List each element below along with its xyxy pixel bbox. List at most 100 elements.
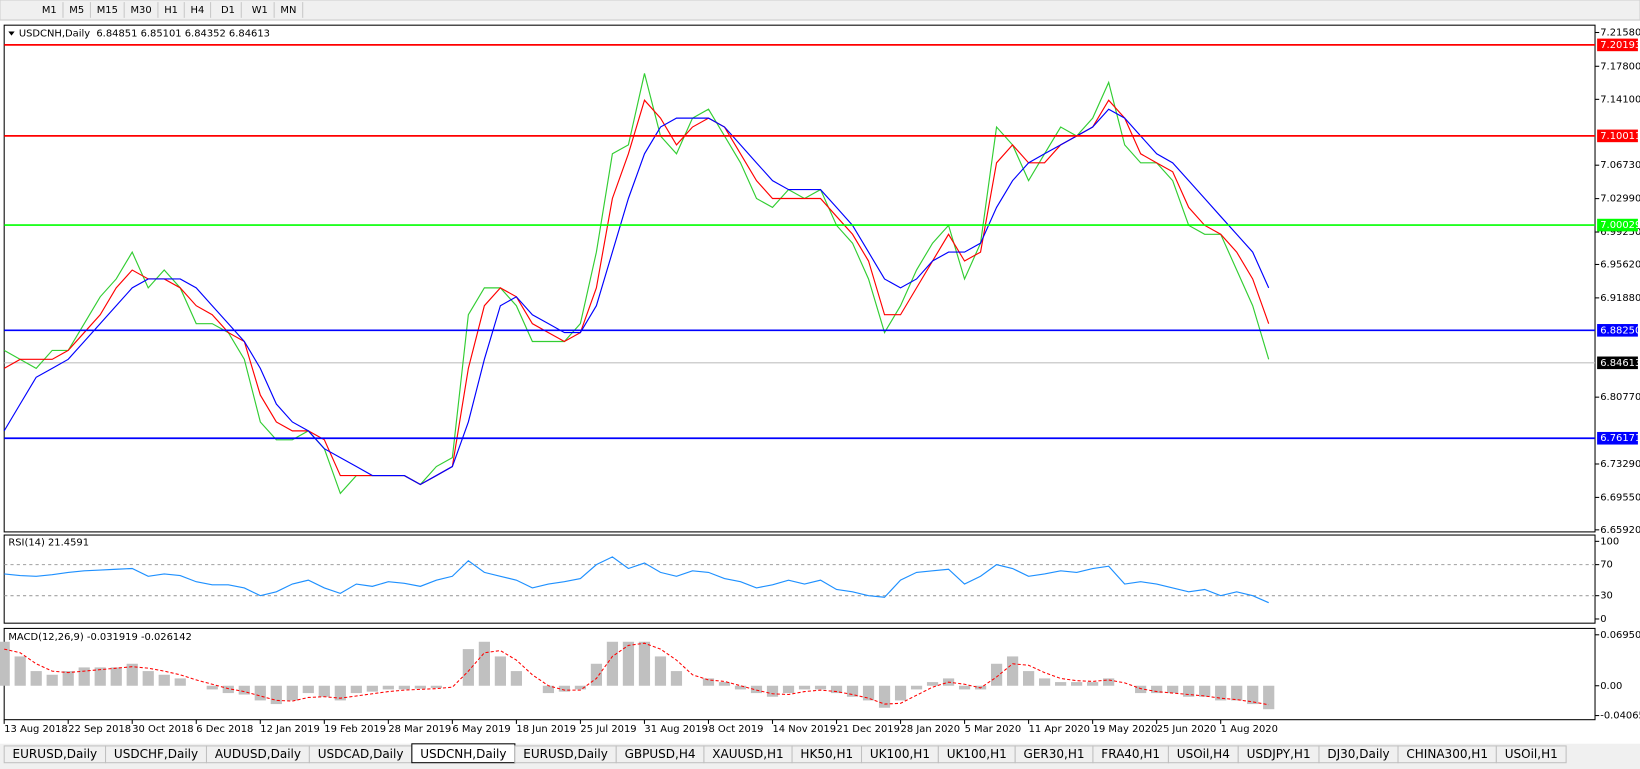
chart-tab[interactable]: DJ30,Daily bbox=[1318, 745, 1399, 764]
level-label-box bbox=[1597, 218, 1638, 232]
histogram-bar bbox=[1006, 656, 1019, 686]
tab-label[interactable]: AUDUSD,Daily bbox=[215, 747, 301, 761]
tab-label[interactable]: UK100,H1 bbox=[870, 747, 930, 761]
chart-tab[interactable]: USDCAD,Daily bbox=[308, 745, 413, 764]
x-tick-label: 19 May 2020 bbox=[1093, 724, 1158, 735]
chart-tab[interactable]: XAUUSD,H1 bbox=[703, 745, 793, 764]
chart-tab[interactable]: UK100,H1 bbox=[860, 745, 939, 764]
histogram-bar bbox=[430, 685, 442, 688]
timeframe-button[interactable]: H4 bbox=[191, 2, 212, 18]
level-label-box bbox=[1597, 129, 1638, 143]
chart-tab[interactable]: AUDUSD,Daily bbox=[205, 745, 310, 764]
histogram-bar bbox=[398, 685, 410, 690]
histogram-bar bbox=[0, 641, 10, 686]
chart-tab[interactable]: UK100,H1 bbox=[937, 745, 1016, 764]
histogram-bar bbox=[1087, 682, 1099, 686]
chart-tab[interactable]: USDCHF,Daily bbox=[105, 745, 208, 764]
ohlc-value: 6.84613 bbox=[229, 29, 270, 40]
timeframe-label[interactable]: H1 bbox=[164, 5, 178, 16]
tab-label[interactable]: GBPUSD,H4 bbox=[625, 747, 696, 761]
timeframe-label[interactable]: MN bbox=[280, 5, 296, 16]
histogram-bar bbox=[910, 685, 923, 690]
ohlc-value: 6.85101 bbox=[141, 29, 182, 40]
histogram-bar bbox=[558, 685, 571, 692]
timeframe-button[interactable]: H1 bbox=[164, 2, 185, 18]
chart-tab[interactable]: FRA40,H1 bbox=[1092, 745, 1169, 764]
macd-header: MACD(12,26,9) -0.031919 -0.026142 bbox=[8, 632, 192, 643]
timeframe-button[interactable]: M15 bbox=[97, 2, 125, 18]
x-tick-label: 31 Aug 2019 bbox=[644, 724, 708, 735]
timeframe-label[interactable]: M15 bbox=[97, 5, 118, 16]
chart-tab[interactable]: GER30,H1 bbox=[1014, 745, 1094, 764]
histogram-bar bbox=[718, 682, 731, 686]
histogram-bar bbox=[1247, 685, 1259, 705]
y-tick-label: 0.069506 bbox=[1600, 630, 1640, 641]
tab-label[interactable]: USOil,H4 bbox=[1177, 747, 1230, 761]
x-tick-label: 21 Dec 2019 bbox=[837, 724, 900, 735]
timeframe-label[interactable]: M30 bbox=[130, 5, 151, 16]
timeframe-button[interactable]: M1 bbox=[42, 2, 64, 18]
histogram-bar bbox=[1263, 685, 1275, 710]
level-label: 7.20193 bbox=[1600, 40, 1640, 51]
chart-tab[interactable]: USOil,H4 bbox=[1167, 745, 1239, 764]
y-tick-label: 6.73290 bbox=[1600, 459, 1640, 470]
histogram-bar bbox=[334, 685, 346, 701]
chart-tab[interactable]: GBPUSD,H4 bbox=[615, 745, 705, 764]
tab-label[interactable]: FRA40,H1 bbox=[1101, 747, 1160, 761]
macd-value: -0.031919 bbox=[87, 632, 138, 643]
tab-label[interactable]: USDCNH,Daily bbox=[420, 747, 506, 761]
series-line bbox=[3, 99, 1270, 486]
x-tick-label: 8 Oct 2019 bbox=[708, 724, 763, 735]
last-price-box bbox=[1597, 356, 1638, 370]
timeframe-label[interactable]: H4 bbox=[191, 5, 205, 16]
chart-tab[interactable]: HK50,H1 bbox=[791, 745, 863, 764]
tab-label[interactable]: USOil,H1 bbox=[1505, 747, 1558, 761]
histogram-bar bbox=[846, 685, 859, 697]
level-label-box bbox=[1597, 38, 1638, 52]
histogram-bar bbox=[542, 685, 555, 694]
tab-label[interactable]: DJ30,Daily bbox=[1327, 747, 1389, 761]
timeframe-button[interactable]: M5 bbox=[69, 2, 91, 18]
timeframe-label[interactable]: M5 bbox=[69, 5, 84, 16]
histogram-bar bbox=[14, 656, 26, 686]
timeframe-button[interactable]: M30 bbox=[130, 2, 159, 18]
tab-label[interactable]: HK50,H1 bbox=[800, 747, 853, 761]
chart-tab[interactable]: CHINA300,H1 bbox=[1397, 745, 1497, 764]
chart-tab[interactable]: USDCNH,Daily bbox=[411, 743, 516, 764]
rsi-panel bbox=[3, 534, 1596, 624]
tab-label[interactable]: CHINA300,H1 bbox=[1406, 747, 1488, 761]
y-tick-label: 6.69550 bbox=[1600, 492, 1640, 503]
timeframe-label[interactable]: D1 bbox=[221, 5, 235, 16]
timeframe-label[interactable]: M1 bbox=[42, 5, 57, 16]
tab-label[interactable]: UK100,H1 bbox=[947, 747, 1007, 761]
x-tick-label: 28 Mar 2019 bbox=[388, 724, 451, 735]
rsi-title: RSI(14) bbox=[8, 537, 45, 548]
tab-label[interactable]: EURUSD,Daily bbox=[13, 747, 98, 761]
chart-tab[interactable]: USDJPY,H1 bbox=[1237, 745, 1320, 764]
x-tick-label: 30 Oct 2018 bbox=[132, 724, 193, 735]
chart-tab[interactable]: USOil,H1 bbox=[1495, 745, 1567, 764]
histogram-bar bbox=[670, 671, 683, 686]
tab-label[interactable]: USDCAD,Daily bbox=[318, 747, 404, 761]
timeframe-button[interactable]: MN bbox=[280, 2, 304, 18]
timeframe-button[interactable]: W1 bbox=[252, 2, 275, 18]
level-label: 7.10011 bbox=[1600, 131, 1640, 142]
timeframe-button[interactable]: D1 bbox=[221, 2, 242, 18]
y-tick-label: 6.80770 bbox=[1600, 392, 1640, 403]
tab-label[interactable]: EURUSD,Daily bbox=[523, 747, 608, 761]
timeframe-label[interactable]: W1 bbox=[252, 5, 268, 16]
tab-background[interactable] bbox=[1495, 745, 1567, 764]
tab-label[interactable]: GER30,H1 bbox=[1024, 747, 1085, 761]
tab-label[interactable]: USDCHF,Daily bbox=[114, 747, 198, 761]
chart-tab[interactable]: EURUSD,Daily bbox=[514, 745, 617, 764]
symbol-title: USDCNH,Daily bbox=[19, 29, 90, 40]
histogram-bar bbox=[750, 685, 763, 694]
histogram-bar bbox=[654, 656, 667, 686]
series-line bbox=[3, 73, 1270, 495]
chart-tab[interactable]: EURUSD,Daily bbox=[3, 745, 107, 764]
tab-label[interactable]: USDJPY,H1 bbox=[1247, 747, 1311, 761]
tab-label[interactable]: XAUUSD,H1 bbox=[712, 747, 783, 761]
histogram-bar bbox=[1183, 685, 1195, 697]
toolbar bbox=[0, 0, 1640, 21]
